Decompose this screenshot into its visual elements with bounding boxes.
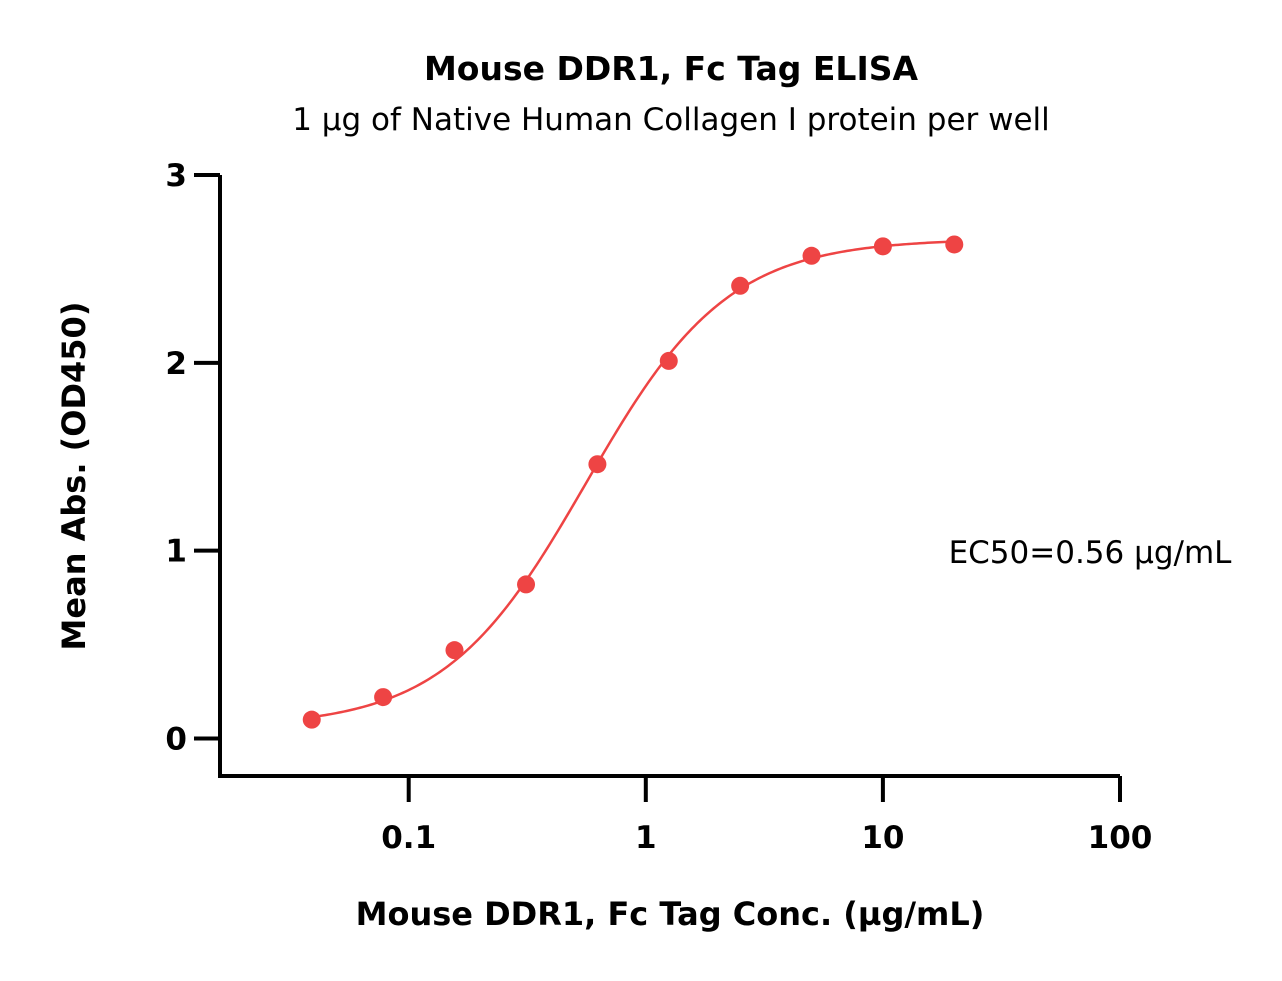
data-point [374,688,393,707]
axis-lines [218,175,1120,778]
x-tick-label: 10 [861,820,904,856]
y-ticks: 0 1 2 3 [165,158,220,757]
x-tick-label: 0.1 [381,820,436,856]
y-tick-label: 2 [165,346,187,382]
data-points [302,235,964,729]
y-tick-label: 1 [165,534,187,570]
y-tick-label: 0 [165,721,187,757]
data-point [445,641,464,660]
x-axis-title: Mouse DDR1, Fc Tag Conc. (µg/mL) [356,895,985,933]
x-tick-label: 100 [1088,820,1153,856]
chart-title: Mouse DDR1, Fc Tag ELISA [424,49,919,88]
data-point [731,276,750,295]
data-point [945,235,964,254]
y-axis-title: Mean Abs. (OD450) [55,302,93,651]
data-point [302,710,321,729]
axes [218,175,1120,778]
data-point [517,575,536,594]
x-ticks: 0.1 1 10 100 [381,776,1152,856]
y-tick-label: 3 [165,158,187,194]
fit-curve [311,240,955,719]
data-point [873,237,892,256]
data-point [588,455,607,474]
x-tick-label: 1 [635,820,657,856]
chart-subtitle: 1 µg of Native Human Collagen I protein … [292,102,1050,138]
ec50-annotation: EC50=0.56 µg/mL [949,535,1233,571]
data-point [802,246,821,265]
data-point [659,351,678,370]
